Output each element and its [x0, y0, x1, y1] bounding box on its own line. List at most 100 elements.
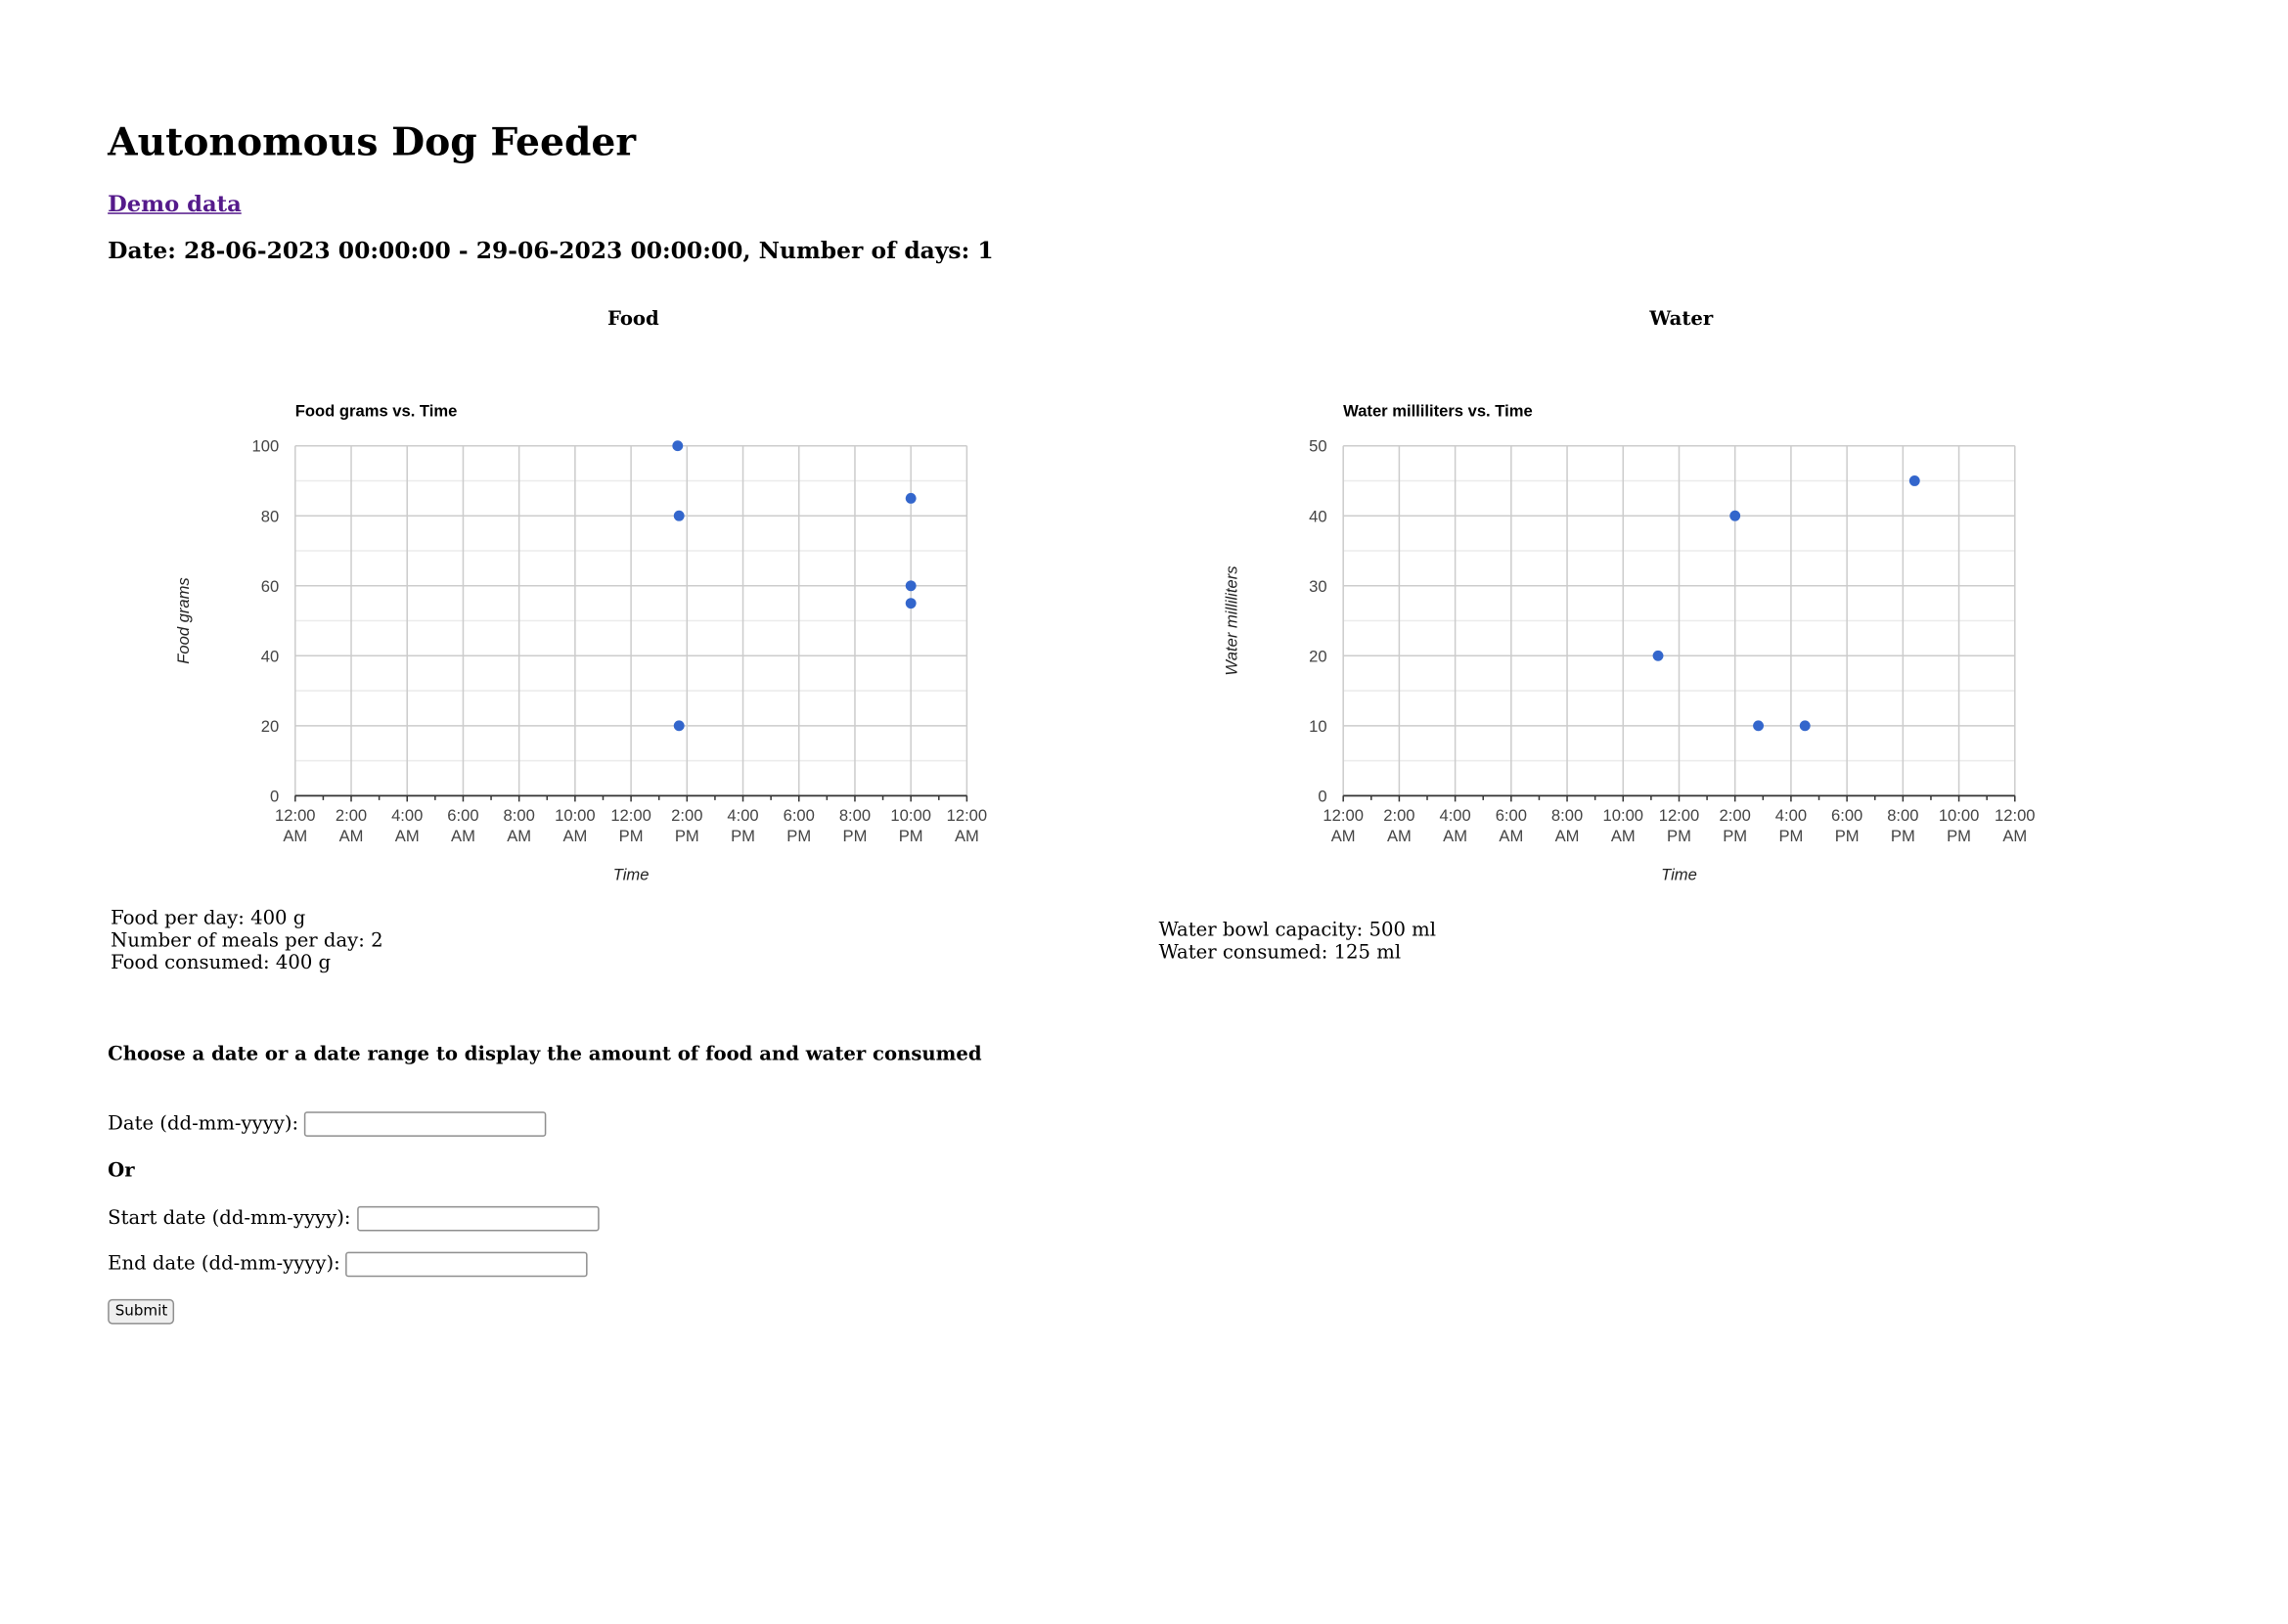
chart-1-x-tick-label-ampm: PM	[1723, 827, 1747, 845]
chart-1-x-tick-label: 8:00	[1551, 806, 1583, 825]
chart-1-x-tick-label-ampm: AM	[1331, 827, 1356, 845]
water-chart: 0 10 20 30 40 50 12:00 AM 2:00 AM 4:00 AM 6:00 AM 8:00…	[1223, 402, 2036, 884]
chart-0-y-tick-label: 60	[261, 577, 279, 596]
chart-0-x-tick-label-ampm: PM	[619, 827, 644, 845]
chart-0-x-tick-label-ampm: PM	[899, 827, 923, 845]
chart-1-x-tick-label-ampm: AM	[1387, 827, 1412, 845]
chart-1-x-tick-label: 6:00	[1831, 806, 1862, 825]
end-date-input[interactable]	[345, 1251, 589, 1278]
chart-0-y-tick-label: 100	[252, 437, 280, 456]
water-consumed: Water consumed: 125 ml	[1158, 941, 1402, 965]
chart-1-x-tick-label: 6:00	[1496, 806, 1527, 825]
chart-0-x-tick-label: 10:00	[890, 806, 931, 825]
date-label: Date (dd-mm-yyyy):	[108, 1112, 299, 1136]
chart-1-x-tick-label: 8:00	[1887, 806, 1918, 825]
chart-1-x-tick-label-ampm: AM	[1611, 827, 1636, 845]
chart-0-x-tick-label-ampm: PM	[843, 827, 868, 845]
chart-1-x-tick-label: 2:00	[1720, 806, 1751, 825]
chart-1-x-tick-label-ampm: AM	[2002, 827, 2027, 845]
or-label: Or	[108, 1160, 135, 1183]
chart-1-y-tick-label: 10	[1309, 717, 1326, 736]
chart-0-x-tick-label: 6:00	[447, 806, 478, 825]
chart-1-x-tick-label: 12:00	[1323, 806, 1364, 825]
chart-0-x-tick-label-ampm: PM	[731, 827, 755, 845]
chart-0-x-tick-label-ampm: AM	[507, 827, 531, 845]
form-heading: Choose a date or a date range to display…	[108, 1043, 982, 1066]
chart-1-x-axis-label: Time	[1661, 865, 1697, 883]
chart-0-x-tick-label-ampm: AM	[395, 827, 420, 845]
chart-0-title: Food grams vs. Time	[295, 402, 458, 421]
start-date-label: Start date (dd-mm-yyyy):	[108, 1207, 351, 1230]
food-per-day: Food per day: 400 g	[111, 908, 306, 930]
chart-1-y-tick-label: 40	[1309, 507, 1326, 525]
chart-1-x-tick-label: 10:00	[1939, 806, 1980, 825]
chart-0-x-tick-label-ampm: PM	[675, 827, 699, 845]
chart-0-x-tick-label: 12:00	[610, 806, 651, 825]
chart-1-x-tick-label: 12:00	[1995, 806, 2035, 825]
chart-0-x-axis-label: Time	[613, 865, 650, 883]
chart-0-point	[673, 510, 685, 521]
start-date-row: Start date (dd-mm-yyyy):	[108, 1205, 599, 1232]
chart-1-x-tick-label: 4:00	[1775, 806, 1807, 825]
chart-0-y-axis-label: Food grams	[174, 577, 193, 663]
start-date-input[interactable]	[356, 1205, 599, 1232]
chart-0-point	[673, 720, 685, 732]
chart-0-x-tick-label: 8:00	[839, 806, 871, 825]
date-input[interactable]	[304, 1111, 547, 1137]
chart-1-y-tick-label: 0	[1318, 787, 1326, 805]
demo-data-link[interactable]: Demo data	[108, 190, 242, 217]
chart-0-x-tick-label: 12:00	[947, 806, 988, 825]
end-date-row: End date (dd-mm-yyyy):	[108, 1251, 589, 1278]
food-section-title: Food	[606, 308, 659, 332]
chart-1-point	[1652, 650, 1664, 661]
chart-0-x-tick-label: 2:00	[671, 806, 702, 825]
food-consumed: Food consumed: 400 g	[111, 952, 332, 974]
chart-0-x-tick-label-ampm: PM	[786, 827, 811, 845]
chart-0-x-tick-label: 4:00	[391, 806, 423, 825]
water-bowl-capacity: Water bowl capacity: 500 ml	[1158, 920, 1437, 942]
chart-0-point	[905, 580, 917, 592]
chart-0-y-tick-label: 0	[270, 787, 279, 805]
chart-0-x-tick-label-ampm: AM	[451, 827, 475, 845]
chart-0-x-tick-label-ampm: AM	[562, 827, 587, 845]
chart-1-x-tick-label-ampm: PM	[1835, 827, 1860, 845]
chart-0-x-tick-label: 8:00	[504, 806, 535, 825]
chart-0-y-tick-label: 40	[261, 647, 279, 665]
chart-1-point	[1908, 475, 1920, 486]
chart-1-x-tick-label: 12:00	[1659, 806, 1699, 825]
chart-1-x-tick-label: 4:00	[1439, 806, 1470, 825]
chart-1-x-tick-label-ampm: AM	[1499, 827, 1523, 845]
water-stats: Water bowl capacity: 500 ml Water consum…	[1159, 920, 1437, 964]
chart-1-title: Water milliliters vs. Time	[1343, 402, 1533, 421]
chart-0-x-tick-label: 12:00	[275, 806, 316, 825]
chart-1-y-tick-label: 30	[1309, 577, 1326, 596]
date-row: Date (dd-mm-yyyy):	[108, 1111, 547, 1137]
water-section-title: Water	[1649, 308, 1714, 332]
chart-0-x-tick-label-ampm: AM	[283, 827, 307, 845]
chart-0-point	[905, 598, 917, 609]
chart-1-x-tick-label-ampm: PM	[1778, 827, 1803, 845]
chart-1-x-tick-label: 2:00	[1383, 806, 1414, 825]
chart-0-x-tick-label: 2:00	[336, 806, 367, 825]
date-range-heading: Date: 28-06-2023 00:00:00 - 29-06-2023 0…	[108, 236, 994, 265]
food-stats: Food per day: 400 g Number of meals per …	[111, 908, 382, 974]
chart-1-x-tick-label-ampm: AM	[1443, 827, 1467, 845]
submit-button[interactable]: Submit	[108, 1298, 175, 1325]
chart-1-x-tick-label-ampm: PM	[1667, 827, 1691, 845]
food-chart: 0 20 40 60 80 100 12:00 AM 2:00 AM 4:00 AM 6:00 AM 8:0…	[174, 402, 988, 884]
chart-1-point	[1799, 720, 1811, 732]
chart-0-y-tick-label: 80	[261, 507, 279, 525]
chart-1-y-tick-label: 50	[1309, 437, 1326, 456]
chart-0-x-tick-label: 6:00	[784, 806, 815, 825]
chart-1-point	[1729, 510, 1741, 521]
chart-1-x-tick-label-ampm: AM	[1555, 827, 1580, 845]
chart-1-y-axis-label: Water milliliters	[1223, 565, 1241, 675]
chart-0-x-tick-label-ampm: AM	[339, 827, 364, 845]
meals-per-day: Number of meals per day: 2	[111, 929, 383, 953]
chart-0-x-tick-label: 4:00	[727, 806, 758, 825]
page-title: Autonomous Dog Feeder	[108, 120, 637, 166]
chart-0-x-tick-label-ampm: AM	[955, 827, 979, 845]
end-date-label: End date (dd-mm-yyyy):	[108, 1253, 340, 1276]
chart-1-point	[1753, 720, 1764, 732]
